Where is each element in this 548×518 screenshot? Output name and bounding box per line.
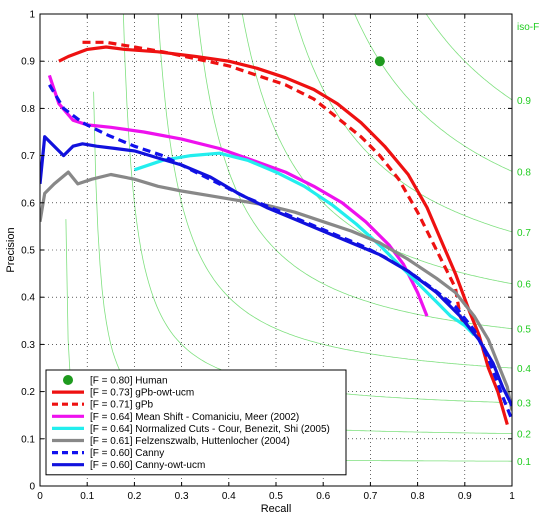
series-line xyxy=(48,83,512,421)
legend-label: [F = 0.64] Normalized Cuts - Cour, Benez… xyxy=(90,424,330,435)
y-axis-label: Precision xyxy=(5,227,17,272)
y-tick-label: 0.5 xyxy=(21,246,35,257)
y-tick-label: 0.8 xyxy=(21,104,35,115)
iso-f-tick-label: 0.1 xyxy=(517,457,531,468)
human-point xyxy=(374,56,385,67)
x-tick-label: 0.3 xyxy=(175,491,189,502)
series-line xyxy=(40,135,512,407)
iso-f-curve xyxy=(293,14,512,233)
x-tick-label: 0.5 xyxy=(269,491,283,502)
iso-f-tick-label: 0.2 xyxy=(517,430,531,441)
legend-box xyxy=(45,369,347,476)
iso-f-tick-label: 0.3 xyxy=(517,399,531,410)
iso-f-tick-label: 0.6 xyxy=(517,280,531,291)
iso-f-tick-label: 0.9 xyxy=(517,96,531,107)
y-tick-label: 0.4 xyxy=(21,293,35,304)
legend-label: [F = 0.60] Canny xyxy=(90,448,164,459)
iso-f-title: iso-F xyxy=(517,22,539,33)
y-tick-label: 0.6 xyxy=(21,198,35,209)
iso-f-tick-label: 0.7 xyxy=(517,228,531,239)
legend-label: [F = 0.73] gPb-owt-ucm xyxy=(90,388,194,399)
legend-label: [F = 0.61] Felzenszwalb, Huttenlocher (2… xyxy=(90,436,290,447)
y-tick-label: 0.1 xyxy=(21,434,35,445)
x-tick-label: 0.6 xyxy=(316,491,330,502)
x-tick-label: 0.4 xyxy=(222,491,236,502)
legend: [F = 0.80] Human[F = 0.73] gPb-owt-ucm[F… xyxy=(45,369,347,476)
x-axis-label: Recall xyxy=(261,503,292,515)
human-point-group xyxy=(374,56,385,67)
series-line xyxy=(58,45,509,426)
legend-marker-human xyxy=(63,375,73,385)
x-tick-label: 0.1 xyxy=(80,491,94,502)
legend-label: [F = 0.80] Human xyxy=(90,376,168,387)
legend-label: [F = 0.60] Canny-owt-ucm xyxy=(90,460,205,471)
series-group xyxy=(40,40,512,426)
y-tick-label: 0.7 xyxy=(21,151,35,162)
series-line xyxy=(82,40,467,327)
iso-f-labels: iso-F 0.1 0.2 0.3 0.4 0.5 0.6 0.7 0.8 0.9 xyxy=(517,22,539,468)
x-tick-label: 0.9 xyxy=(458,491,472,502)
x-tick-label: 0.2 xyxy=(127,491,141,502)
iso-f-curve xyxy=(425,14,512,101)
y-tick-label: 1 xyxy=(29,10,35,21)
legend-label: [F = 0.64] Mean Shift - Comaniciu, Meer … xyxy=(90,412,299,423)
y-tick-label: 0.2 xyxy=(21,387,35,398)
iso-f-curve xyxy=(157,14,512,369)
legend-label: [F = 0.71] gPb xyxy=(90,400,154,411)
y-tick-label: 0.3 xyxy=(21,340,35,351)
iso-f-tick-label: 0.5 xyxy=(517,325,531,336)
x-tick-label: 0 xyxy=(37,491,43,502)
iso-f-tick-label: 0.8 xyxy=(517,167,531,178)
y-tick-label: 0 xyxy=(29,482,35,493)
x-tick-label: 1 xyxy=(509,491,515,502)
iso-f-tick-label: 0.4 xyxy=(517,364,531,375)
x-tick-label: 0.7 xyxy=(363,491,377,502)
ticks: 0 0.1 0.2 0.3 0.4 0.5 0.6 0.7 0.8 0.9 1 0 0.1 0.2 0.3 0… xyxy=(21,10,515,503)
iso-f-curve xyxy=(354,14,512,172)
y-tick-label: 0.9 xyxy=(21,57,35,68)
x-tick-label: 0.8 xyxy=(411,491,425,502)
series-line xyxy=(133,151,476,337)
